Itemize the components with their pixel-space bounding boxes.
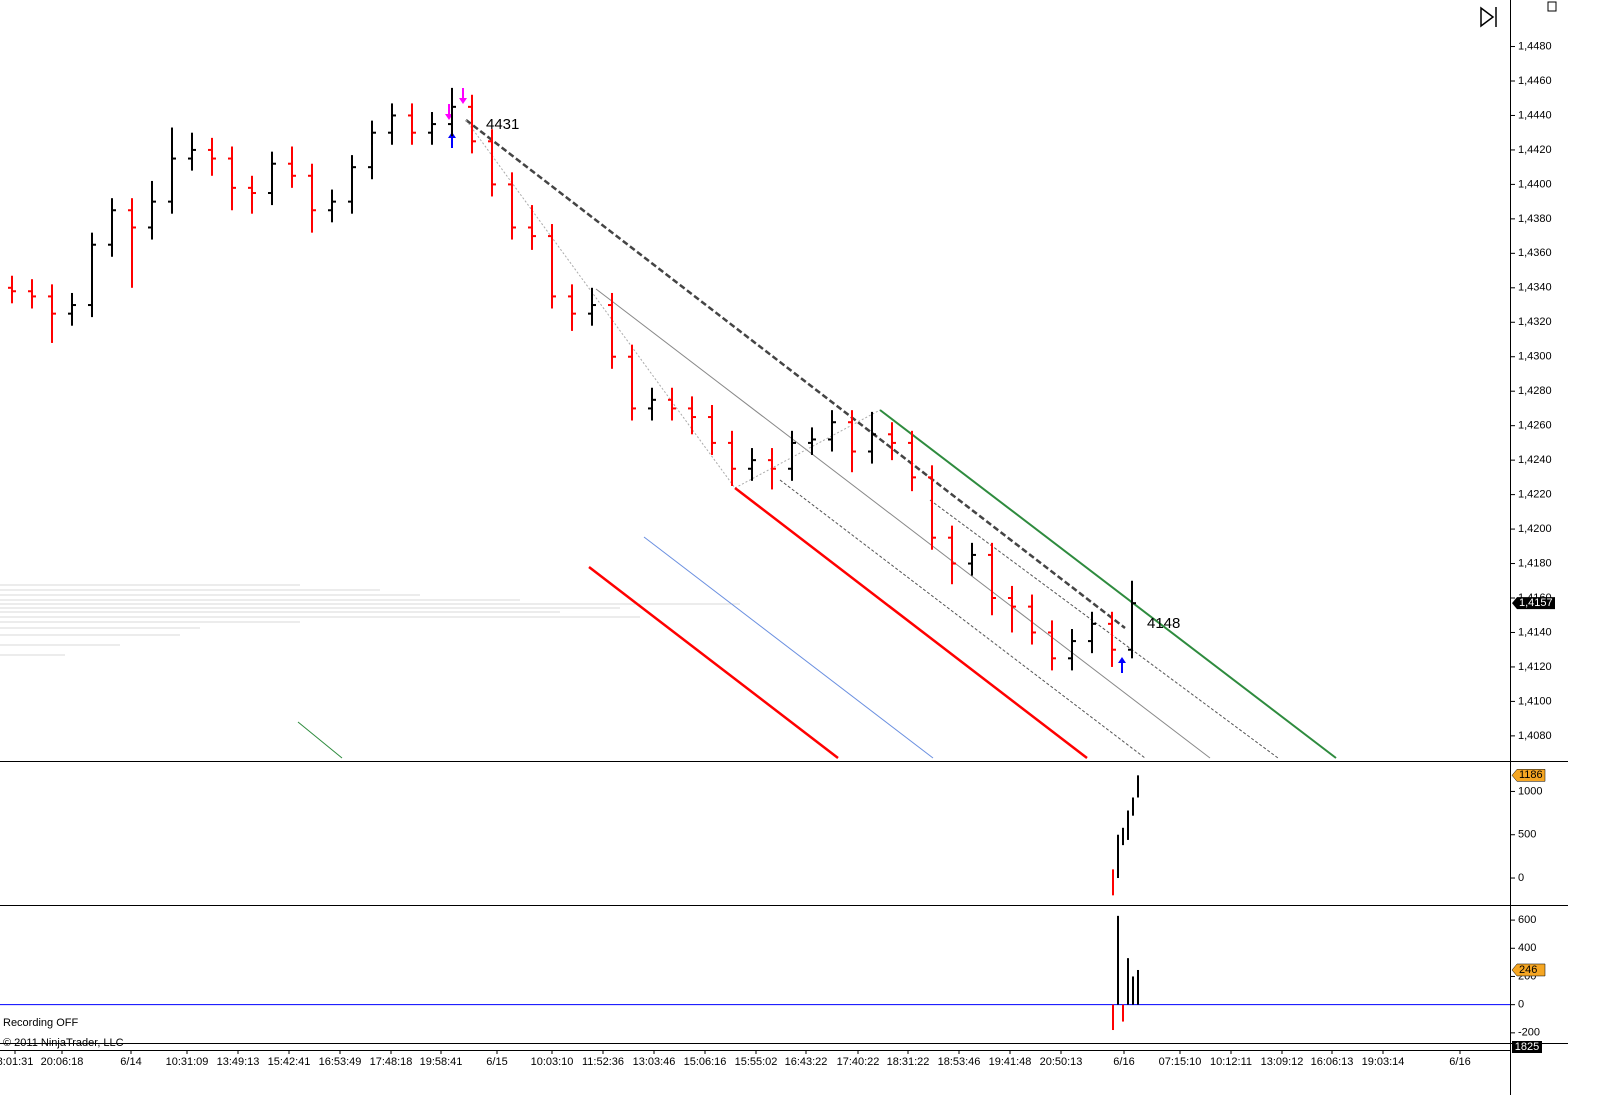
last-value: 1186 [1519, 769, 1543, 781]
x-tick-label: 20:06:18 [41, 1056, 84, 1068]
x-tick-label: 16:53:49 [319, 1056, 362, 1068]
y-tick-label: 1,4140 [1518, 626, 1552, 638]
x-tick-label: 15:55:02 [735, 1056, 778, 1068]
x-tick-label: 17:48:18 [370, 1056, 413, 1068]
x-tick-label: 13:03:46 [633, 1056, 676, 1068]
y-tick-label: 1,4100 [1518, 695, 1552, 707]
bottom-marker-box [1512, 1041, 1542, 1053]
y-tick-label: 1,4220 [1518, 489, 1552, 501]
x-tick-label: 18:53:46 [938, 1056, 981, 1068]
y-tick-label: 1,4080 [1518, 730, 1552, 742]
y-tick-label: 1,4340 [1518, 282, 1552, 294]
x-tick-label: 19:58:41 [420, 1056, 463, 1068]
copyright: © 2011 NinjaTrader, LLC [3, 1037, 124, 1049]
status-text: Recording OFF [3, 1017, 78, 1029]
y-tick-label: 1,4200 [1518, 523, 1552, 535]
last-price-box [1512, 597, 1555, 610]
x-tick-label: 6/16 [1449, 1056, 1470, 1068]
volume-profile [0, 584, 740, 656]
y-tick-label: 1,4300 [1518, 351, 1552, 363]
x-tick-label: 17:40:22 [837, 1056, 880, 1068]
x-tick-label: 13:09:12 [1261, 1056, 1304, 1068]
x-tick-label: 18:31:22 [887, 1056, 930, 1068]
x-tick-label: 10:03:10 [531, 1056, 574, 1068]
x-tick-label: 20:50:13 [1040, 1056, 1083, 1068]
x-tick-label: 10:31:09 [166, 1056, 209, 1068]
y-tick-label: 1,4240 [1518, 454, 1552, 466]
bottom-marker: 1825 [1515, 1041, 1539, 1053]
last-value-box [1511, 963, 1546, 977]
y-tick-label: 1,4120 [1518, 661, 1552, 673]
x-tick-label: 10:12:11 [1210, 1056, 1252, 1068]
y-tick-label: 1,4180 [1518, 557, 1552, 569]
last-value: 246 [1519, 964, 1537, 976]
y-tick-label: 1,4280 [1518, 385, 1552, 397]
x-tick-label: 11:52:36 [582, 1056, 624, 1068]
x-tick-label: 13:49:13 [217, 1056, 260, 1068]
x-tick-label: 19:03:14 [1362, 1056, 1405, 1068]
x-tick-label: 8:01:31 [0, 1056, 33, 1068]
x-tick-label: 16:06:13 [1311, 1056, 1354, 1068]
y-tick-label: 1,4360 [1518, 247, 1552, 259]
drawing-objects [297, 119, 1337, 759]
y-tick-label: 1,4420 [1518, 144, 1552, 156]
y-tick-label: 0 [1518, 872, 1524, 884]
y-tick-label: 1,4460 [1518, 75, 1552, 87]
x-tick-label: 15:06:16 [684, 1056, 727, 1068]
y-tick-label: 1,4480 [1518, 40, 1552, 52]
y-tick-label: 1,4380 [1518, 213, 1552, 225]
annotation: 4431 [486, 116, 519, 133]
y-tick-label: 500 [1518, 829, 1536, 841]
annotation: 4148 [1147, 615, 1180, 632]
last-price: 1,4157 [1519, 597, 1553, 609]
y-tick-label: 1,4400 [1518, 178, 1552, 190]
x-tick-label: 6/14 [120, 1056, 141, 1068]
y-tick-label: 0 [1518, 999, 1524, 1011]
x-tick-label: 07:15:10 [1159, 1056, 1202, 1068]
x-tick-label: 16:43:22 [785, 1056, 828, 1068]
y-tick-label: 1000 [1518, 785, 1542, 797]
y-tick-label: -200 [1518, 1027, 1540, 1039]
x-tick-label: 15:42:41 [268, 1056, 311, 1068]
y-tick-label: 400 [1518, 942, 1536, 954]
x-tick-label: 19:41:48 [989, 1056, 1032, 1068]
close-button[interactable] [1480, 1, 1557, 28]
y-tick-label: 1,4440 [1518, 109, 1552, 121]
last-value-box [1511, 769, 1546, 782]
y-tick-label: 1,4320 [1518, 316, 1552, 328]
y-tick-label: 1,4260 [1518, 420, 1552, 432]
x-tick-label: 6/16 [1113, 1056, 1134, 1068]
x-tick-label: 6/15 [486, 1056, 507, 1068]
y-tick-label: 600 [1518, 914, 1536, 926]
